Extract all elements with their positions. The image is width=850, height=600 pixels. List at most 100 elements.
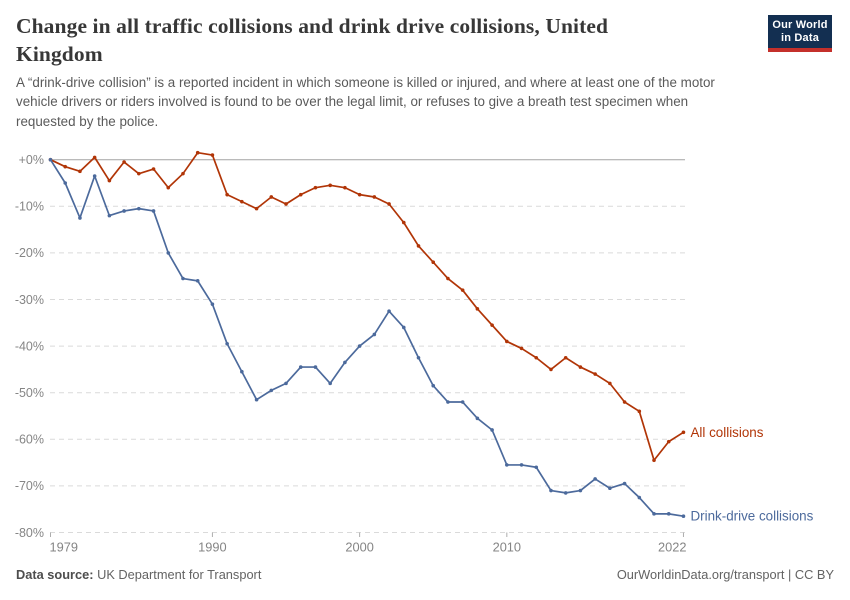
series-point-all-collisions (490, 323, 494, 327)
series-point-all-collisions (78, 169, 82, 174)
series-point-all-collisions (357, 192, 362, 197)
series-point-drink-drive-collisions (519, 463, 524, 467)
subtitle-line3: requested by the police. (16, 113, 159, 129)
series-point-drink-drive-collisions (328, 381, 332, 386)
series-point-all-collisions (137, 171, 141, 176)
series-point-all-collisions (681, 430, 686, 435)
y-axis-label: -50% (15, 386, 44, 400)
series-point-drink-drive-collisions (166, 251, 171, 255)
series-point-drink-drive-collisions (387, 309, 391, 313)
series-point-all-collisions (254, 206, 259, 211)
y-axis-label: -60% (15, 433, 44, 447)
series-point-all-collisions (608, 381, 612, 386)
series-point-drink-drive-collisions (563, 491, 568, 495)
series-point-drink-drive-collisions (666, 512, 671, 516)
series-point-drink-drive-collisions (681, 514, 686, 518)
series-line-drink-drive-collisions[interactable] (49, 158, 685, 518)
series-point-all-collisions (593, 372, 597, 376)
series-point-drink-drive-collisions (48, 157, 53, 162)
series-point-all-collisions (431, 260, 436, 265)
chart-subtitle: A “drink-drive collision” is a reported … (16, 73, 828, 131)
series-point-all-collisions (195, 150, 200, 155)
series-point-drink-drive-collisions (107, 213, 112, 218)
series-point-drink-drive-collisions (78, 216, 82, 220)
series-point-drink-drive-collisions (416, 355, 421, 360)
series-point-all-collisions (578, 365, 583, 369)
x-axis-label: 2000 (345, 540, 373, 555)
series-point-drink-drive-collisions (151, 209, 156, 213)
series-point-drink-drive-collisions (549, 488, 553, 493)
series-point-all-collisions (313, 185, 318, 190)
y-axis-label: -70% (15, 479, 44, 493)
series-point-all-collisions (563, 355, 568, 360)
y-axis-label: -30% (15, 293, 44, 307)
series-point-all-collisions (416, 244, 421, 248)
series-point-all-collisions (122, 160, 126, 164)
series-point-all-collisions (666, 439, 671, 444)
series-point-drink-drive-collisions (122, 209, 126, 213)
series-point-all-collisions (401, 220, 406, 225)
series-point-drink-drive-collisions (446, 400, 450, 404)
y-axis-label: -80% (15, 526, 44, 540)
series-point-all-collisions (622, 400, 627, 404)
page-title-line1: Change in all traffic collisions and dri… (16, 14, 609, 38)
series-point-all-collisions (240, 199, 244, 204)
series-point-drink-drive-collisions (431, 383, 436, 388)
x-axis-label: 1979 (50, 540, 78, 555)
series-point-all-collisions (519, 346, 524, 351)
series-point-all-collisions (269, 195, 274, 199)
series-point-drink-drive-collisions (181, 276, 185, 281)
series-point-drink-drive-collisions (137, 206, 141, 211)
chart-header: Change in all traffic collisions and dri… (16, 13, 756, 68)
series-point-drink-drive-collisions (298, 365, 303, 369)
series-point-all-collisions (637, 409, 642, 414)
y-axis-label: -20% (15, 246, 44, 260)
series-end-label-all-collisions[interactable]: All collisions (691, 425, 764, 440)
series-point-all-collisions (225, 192, 229, 197)
subtitle-line1: A “drink-drive collision” is a reported … (16, 75, 715, 90)
subtitle-line2: vehicle drivers or riders involved is fo… (16, 94, 689, 110)
y-axis-label: +0% (19, 153, 44, 167)
series-point-all-collisions (284, 202, 288, 206)
series-point-all-collisions (298, 192, 303, 197)
series-point-drink-drive-collisions (240, 369, 244, 374)
owid-logo[interactable]: Our World in Data (768, 15, 832, 52)
series-point-all-collisions (460, 288, 465, 292)
series-point-all-collisions (210, 153, 215, 157)
series-point-all-collisions (107, 178, 112, 183)
series-point-drink-drive-collisions (343, 360, 347, 365)
x-axis-label: 2010 (493, 540, 521, 555)
series-point-all-collisions (151, 167, 156, 171)
series-point-all-collisions (652, 458, 656, 463)
series-point-all-collisions (549, 367, 553, 372)
page-title: Change in all traffic collisions and dri… (16, 13, 756, 68)
series-line-all-collisions[interactable] (49, 151, 685, 462)
x-axis-label: 2022 (658, 540, 686, 555)
x-axis-label: 1990 (198, 540, 226, 555)
series-point-drink-drive-collisions (490, 428, 494, 432)
series-point-drink-drive-collisions (269, 388, 274, 393)
series-point-drink-drive-collisions (578, 488, 583, 493)
data-source-value: UK Department for Transport (93, 567, 262, 582)
series-point-all-collisions (92, 155, 97, 160)
series-point-all-collisions (475, 307, 480, 311)
series-point-all-collisions (505, 339, 509, 344)
series-end-label-drink-drive-collisions[interactable]: Drink-drive collisions (691, 509, 814, 524)
series-point-all-collisions (328, 183, 332, 188)
series-point-drink-drive-collisions (254, 397, 259, 402)
series-point-drink-drive-collisions (505, 463, 509, 467)
series-point-drink-drive-collisions (401, 325, 406, 330)
series-point-drink-drive-collisions (313, 365, 318, 369)
series-point-drink-drive-collisions (372, 332, 377, 337)
series-point-drink-drive-collisions (357, 344, 362, 348)
series-point-all-collisions (63, 164, 68, 169)
series-point-all-collisions (181, 171, 185, 176)
series-point-drink-drive-collisions (195, 279, 200, 283)
series-point-all-collisions (387, 202, 391, 206)
series-point-drink-drive-collisions (284, 381, 288, 386)
series-point-drink-drive-collisions (593, 477, 597, 481)
series-point-drink-drive-collisions (637, 495, 642, 500)
series-point-drink-drive-collisions (92, 174, 97, 178)
